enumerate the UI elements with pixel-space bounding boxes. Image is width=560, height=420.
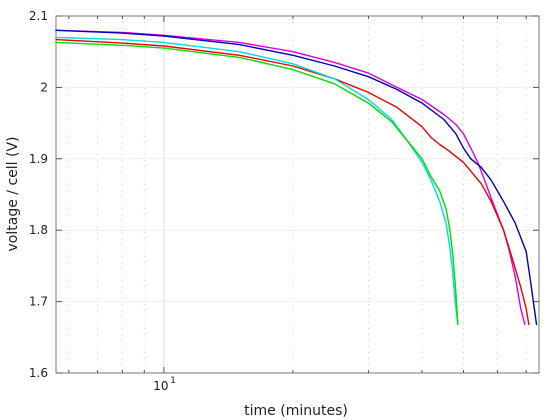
plot-frame bbox=[55, 15, 540, 374]
y-tick-label: 1.8 bbox=[29, 223, 48, 237]
series-line-3 bbox=[55, 38, 530, 326]
x-tick-label-exponent: 1 bbox=[170, 376, 176, 386]
x-tick-label: 10 bbox=[153, 379, 168, 393]
y-tick-labels: 1.6 1.7 1.8 1.9 2 2.1 bbox=[29, 9, 48, 380]
y-tick-label: 2.1 bbox=[29, 9, 48, 23]
axis-ticks bbox=[56, 15, 539, 374]
series-line-4 bbox=[55, 36, 459, 326]
y-tick-label: 1.6 bbox=[29, 366, 48, 380]
grid bbox=[56, 15, 539, 374]
y-tick-label: 2 bbox=[40, 80, 48, 94]
series-line-5 bbox=[55, 41, 459, 326]
y-tick-label: 1.7 bbox=[29, 295, 48, 309]
y-tick-label: 1.9 bbox=[29, 152, 48, 166]
x-tick-labels: 10 1 bbox=[153, 376, 176, 393]
series-line-2 bbox=[55, 29, 538, 326]
x-axis-title: time (minutes) bbox=[244, 403, 348, 419]
series-group bbox=[55, 29, 538, 326]
y-axis-title: voltage / cell (V) bbox=[5, 137, 21, 252]
